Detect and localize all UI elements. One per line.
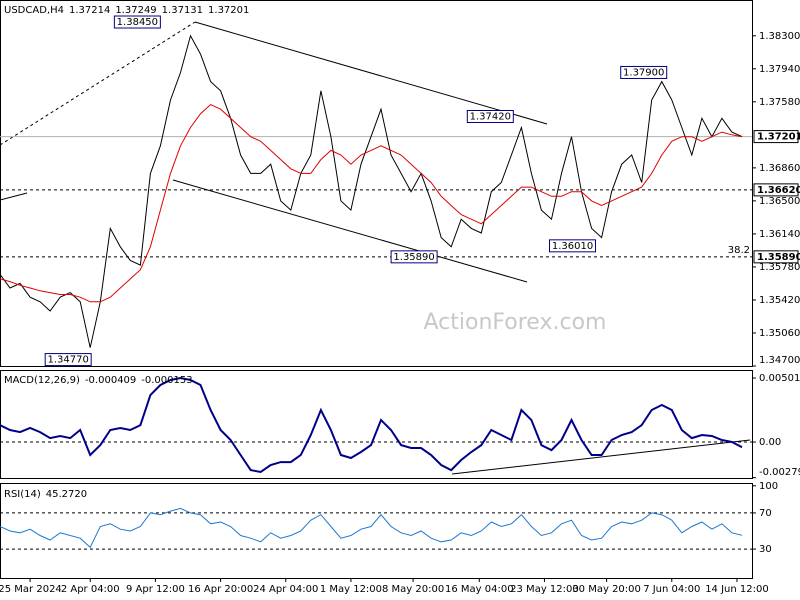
- x-tick-label: 23 May 12:00: [510, 584, 579, 595]
- readout-value: -0.000153: [141, 375, 192, 386]
- series-line: [0, 507, 743, 549]
- series-line: [0, 104, 743, 303]
- watermark: ActionForex.com: [424, 310, 607, 335]
- price-annotation-label: 1.34770: [48, 355, 89, 366]
- level-label: 1.35890: [757, 252, 800, 263]
- x-tick-label: 24 Apr 04:00: [253, 584, 318, 595]
- y-tick-label: 1.36500: [759, 196, 800, 207]
- panel-title: RSI(14) 45.2720: [4, 489, 87, 500]
- readout-value: 1.37249: [115, 5, 156, 16]
- level-label: 1.37201: [757, 132, 800, 143]
- panel-title-name: MACD(12,26,9): [4, 375, 80, 386]
- x-tick-label: 7 Jun 04:00: [643, 584, 700, 595]
- price-annotation-label: 1.36010: [552, 241, 593, 252]
- y-tick-label: 30: [759, 544, 772, 555]
- series-line: [0, 376, 743, 474]
- readout-value: 1.37131: [162, 5, 203, 16]
- price-annotation: [620, 65, 668, 79]
- level-label: 1.36620: [757, 185, 800, 196]
- readout-value: 45.2720: [46, 489, 87, 500]
- price-annotation-label: 1.35890: [393, 252, 434, 263]
- x-tick-label: 2 Apr 04:00: [61, 584, 120, 595]
- price-annotation-label: 1.37420: [470, 111, 511, 122]
- y-tick-label: 1.36860: [759, 163, 800, 174]
- channel-line: [194, 21, 548, 125]
- x-tick-label: 16 Apr 20:00: [188, 584, 253, 595]
- channel-line: [172, 179, 528, 283]
- trend-line: [0, 21, 196, 146]
- x-tick-label: 8 May 20:00: [382, 584, 444, 595]
- x-tick-label: 9 Apr 12:00: [126, 584, 185, 595]
- series-line: [0, 34, 743, 348]
- y-tick-label: 0.00: [759, 437, 781, 448]
- x-tick-label: 30 May 20:00: [572, 584, 641, 595]
- panel-title-name: RSI(14): [4, 489, 41, 500]
- panel-title-name: USDCAD,H4: [4, 5, 64, 16]
- y-tick-label: 100: [759, 481, 778, 492]
- rsi-panel: [0, 483, 753, 579]
- y-tick-label: 0.005018: [759, 373, 800, 384]
- y-tick-label: 1.37940: [759, 64, 800, 75]
- x-tick-label: 14 Jun 12:00: [705, 584, 769, 595]
- readout-value: 1.37201: [208, 5, 249, 16]
- price-annotation: [113, 15, 161, 29]
- price-panel: [0, 0, 753, 367]
- y-tick-label: 1.35420: [759, 295, 800, 306]
- macd-trend-line: [451, 439, 751, 475]
- level-label-box: [753, 130, 799, 144]
- y-tick-label: 1.35060: [759, 328, 800, 339]
- price-annotation: [466, 109, 514, 123]
- panel-title: MACD(12,26,9) -0.000409 -0.000153: [4, 375, 193, 386]
- y-tick-label: -0.002795: [759, 467, 800, 478]
- x-tick-label: 1 May 12:00: [320, 584, 382, 595]
- price-annotation: [390, 250, 438, 264]
- y-tick-label: 1.36140: [759, 229, 800, 240]
- panel-title: USDCAD,H4 1.37214 1.37249 1.37131 1.37201: [4, 5, 249, 16]
- y-tick-label: 70: [759, 508, 772, 519]
- y-tick-label: 1.37580: [759, 97, 800, 108]
- price-annotation-label: 1.37900: [623, 67, 664, 78]
- price-annotation-label: 1.38450: [117, 17, 158, 28]
- level-label-box: [753, 250, 799, 264]
- x-tick-label: 16 May 04:00: [445, 584, 514, 595]
- y-tick-label: 1.34700: [759, 355, 800, 366]
- readout-value: -0.000409: [85, 375, 136, 386]
- fib-label: 38.2: [728, 245, 750, 256]
- price-annotation: [549, 239, 597, 253]
- price-annotation: [44, 353, 92, 367]
- trend-line: [0, 192, 28, 201]
- y-tick-label: 1.35780: [759, 262, 800, 273]
- readout-value: 1.37214: [69, 5, 110, 16]
- level-label-box: [753, 183, 799, 197]
- y-tick-label: 1.38300: [759, 31, 800, 42]
- x-tick-label: 25 Mar 2024: [0, 584, 62, 595]
